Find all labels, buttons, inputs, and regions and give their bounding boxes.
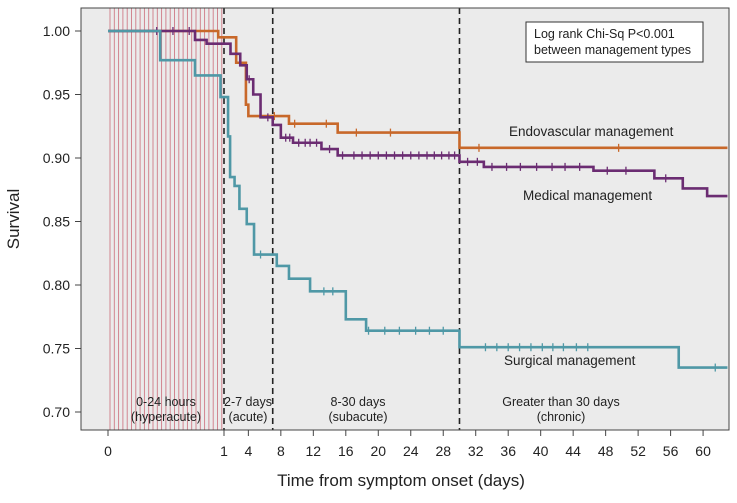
period-label-acute-line2: (acute): [229, 410, 268, 424]
series-line-endovascular: [108, 29, 728, 150]
x-tick-label: 52: [630, 443, 646, 459]
annotation-frame: [525, 21, 704, 63]
series-layer: [108, 27, 728, 372]
period-label-chronic-line2: (chronic): [537, 410, 586, 424]
x-tick-label: 8: [277, 443, 285, 459]
y-axis-title: Survival: [4, 189, 23, 249]
series-label-surgical: Surgical management: [504, 353, 636, 368]
x-tick-label: 20: [370, 443, 386, 459]
series-line-medical: [108, 29, 728, 198]
x-tick-label: 56: [663, 443, 679, 459]
x-tick-label: 32: [468, 443, 484, 459]
x-tick-label: 28: [435, 443, 451, 459]
y-tick-label: 0.70: [43, 404, 70, 420]
series-line-surgical: [108, 29, 728, 369]
x-tick-label: 4: [244, 443, 252, 459]
y-axis: 0.70 0.75 0.80 0.85 0.90 0.95 1.00: [43, 23, 81, 420]
x-tick-label: 36: [500, 443, 516, 459]
period-label-acute-line1: 2-7 days: [224, 395, 272, 409]
y-tick-label: 0.90: [43, 150, 70, 166]
y-tick-label: 0.85: [43, 214, 70, 230]
series-label-medical: Medical management: [523, 188, 652, 203]
x-tick-label: 48: [598, 443, 614, 459]
x-axis-title: Time from symptom onset (days): [277, 471, 525, 490]
period-label-chronic-line1: Greater than 30 days: [502, 395, 619, 409]
hyperacute-hatch: [109, 8, 223, 430]
x-tick-label: 12: [306, 443, 322, 459]
y-tick-label: 0.80: [43, 277, 70, 293]
period-label-subacute-line1: 8-30 days: [331, 395, 386, 409]
period-label-subacute-line2: (subacute): [328, 410, 387, 424]
plot-background: [81, 8, 729, 430]
x-axis: 0 1 4 8 12 16 20 24 28 32 36 40 44 48 52 56 60: [104, 430, 711, 459]
x-tick-label: 44: [565, 443, 581, 459]
plot-frame: [80, 7, 730, 431]
x-tick-label: 40: [533, 443, 549, 459]
x-tick-label: 60: [695, 443, 711, 459]
y-tick-label: 0.95: [43, 87, 70, 103]
series-label-endovascular: Endovascular management: [509, 124, 674, 139]
annotation-line1: Log rank Chi-Sq P<0.001: [534, 27, 675, 41]
period-labels: 0-24 hours (hyperacute) 2-7 days (acute)…: [131, 395, 620, 424]
x-tick-label: 1: [220, 443, 228, 459]
y-tick-label: 0.75: [43, 341, 70, 357]
x-tick-label: 16: [338, 443, 354, 459]
y-tick-label: 1.00: [43, 23, 70, 39]
x-tick-label: 0: [104, 443, 112, 459]
annotation-line2: between management types: [534, 43, 691, 57]
annotation-box: Log rank Chi-Sq P<0.001 between manageme…: [525, 21, 704, 63]
period-label-hyperacute-line1: 0-24 hours: [136, 395, 196, 409]
period-boundaries: [223, 8, 461, 430]
x-tick-label: 24: [403, 443, 419, 459]
series-labels: Endovascular management Medical manageme…: [504, 124, 674, 368]
period-label-hyperacute-line2: (hyperacute): [131, 410, 201, 424]
